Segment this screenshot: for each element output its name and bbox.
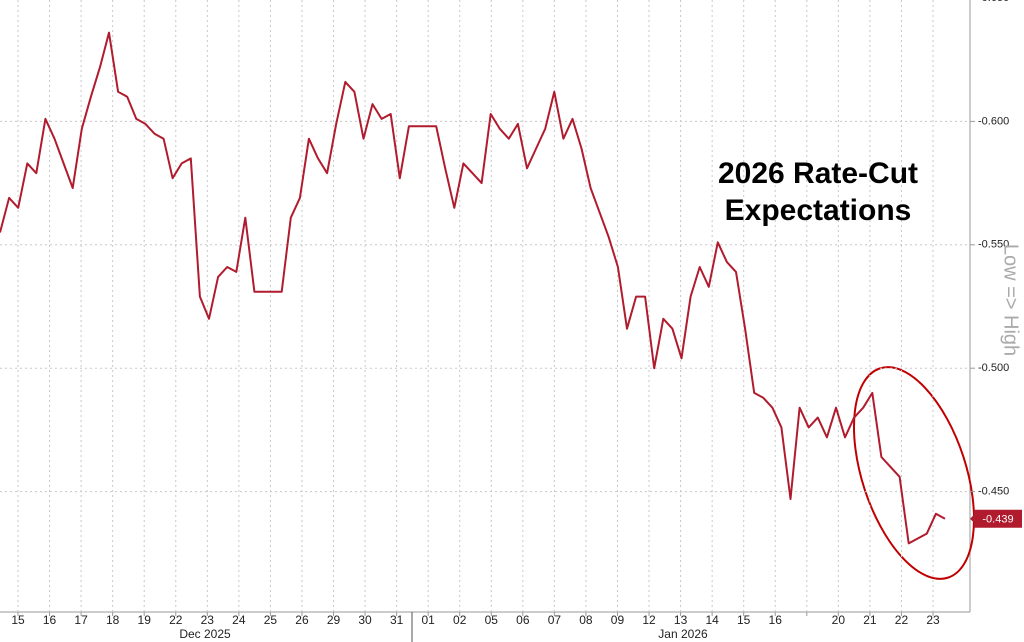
last-value-tag [974,509,1022,528]
x-tick-label: 16 [43,613,57,627]
x-tick-label: 29 [327,613,341,627]
x-tick-label: 22 [169,613,183,627]
y-tick-label: -0.450 [978,486,1009,498]
x-tick-label: 15 [737,613,751,627]
x-tick-label: 12 [642,613,656,627]
annotation: 2026 Rate-Cut [718,157,918,190]
x-tick-label: 19 [138,613,152,627]
x-tick-label: 23 [201,613,215,627]
x-tick-label: 31 [390,613,404,627]
x-tick-label: 15 [11,613,25,627]
x-tick-label: 16 [769,613,783,627]
x-tick-label: 09 [611,613,625,627]
y-tick-label: -0.600 [978,115,1009,127]
x-tick-label: 07 [548,613,562,627]
x-tick-label: 21 [863,613,877,627]
y-tick-label: -0.650 [978,0,1009,4]
y-axis-label: Low => High [1000,244,1022,356]
x-tick-label: 08 [579,613,593,627]
x-tick-label: 02 [453,613,467,627]
x-tick-label: 17 [74,613,88,627]
y-tick-label: -0.500 [978,362,1009,374]
x-tick-label: 14 [705,613,719,627]
x-tick-label: 26 [295,613,309,627]
x-tick-label: 24 [232,613,246,627]
data-line [0,31,946,545]
month-label: Dec 2025 [179,627,231,641]
y-tick-label: -0.550 [978,239,1009,251]
highlight-ellipse [852,366,976,580]
x-tick-label: 05 [485,613,499,627]
x-tick-label: 06 [516,613,530,627]
x-tick-label: 23 [926,613,940,627]
x-tick-label: 13 [674,613,688,627]
x-tick-label: 25 [264,613,278,627]
last-value-pointer [970,513,975,524]
last-value-label: -0.439 [982,514,1013,526]
x-tick-label: 01 [421,613,435,627]
x-tick-label: 20 [832,613,846,627]
month-label: Jan 2026 [658,627,708,641]
x-tick-label: 30 [358,613,372,627]
x-tick-label: 18 [106,613,120,627]
annotation: Expectations [725,194,912,227]
x-tick-label: 22 [895,613,909,627]
